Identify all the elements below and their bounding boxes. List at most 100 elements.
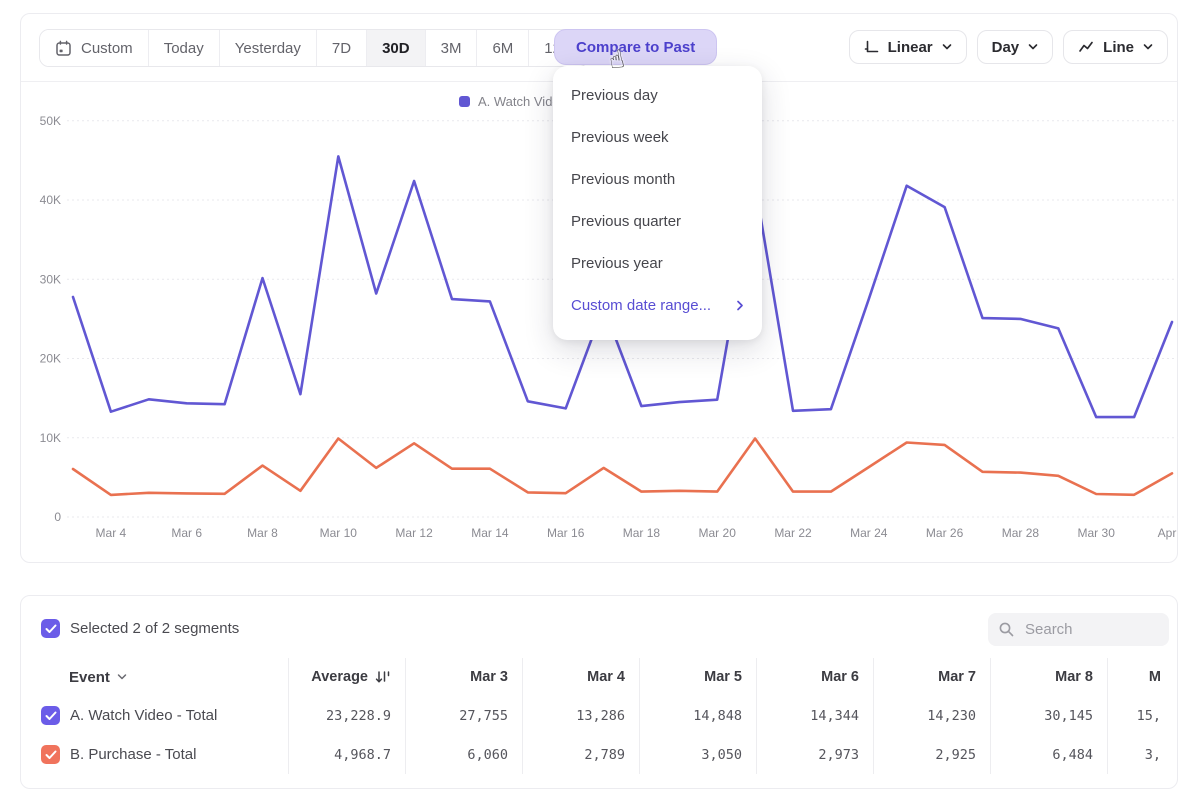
value-cell: 2,973 [757, 735, 874, 774]
column-header-date[interactable]: Mar 3 [406, 658, 523, 696]
menu-item-previous-quarter[interactable]: Previous quarter [571, 212, 682, 230]
chart-toolbar: CustomTodayYesterday7D30D3M6M12M Compare… [39, 29, 1168, 67]
interval-label: Day [991, 38, 1020, 56]
x-axis-tick-label: Mar 10 [320, 526, 358, 540]
value-cell: 2,925 [874, 735, 991, 774]
range-button-30d[interactable]: 30D [367, 30, 426, 66]
range-button-label: 30D [382, 39, 410, 57]
table-row: A. Watch Video - Total 23,228.9 27,755 13,2… [21, 696, 1177, 735]
range-button-label: 3M [440, 39, 462, 57]
y-axis-tick-label: 10K [40, 431, 61, 445]
chevron-down-icon [1143, 43, 1153, 51]
event-cell: A. Watch Video - Total [21, 696, 289, 735]
chart-type-select[interactable]: Line [1063, 30, 1168, 64]
selected-segments-row: Selected 2 of 2 segments [41, 619, 239, 638]
compare-to-past-menu: Previous day Previous week Previous month P… [553, 66, 762, 340]
series-line [71, 437, 1174, 497]
segment-checkbox[interactable] [41, 706, 60, 725]
range-button-3m[interactable]: 3M [425, 30, 478, 66]
date-range-group: CustomTodayYesterday7D30D3M6M12M [39, 29, 590, 67]
search-box[interactable] [988, 613, 1169, 646]
chart-display-controls: Linear Day Line [848, 30, 1168, 64]
x-axis-tick-label: Mar 20 [699, 526, 737, 540]
y-axis-tick-label: 20K [40, 352, 61, 366]
value-cell: 2,789 [523, 735, 640, 774]
segment-label: B. Purchase - Total [70, 746, 197, 763]
value-cell: 6,060 [406, 735, 523, 774]
value-cell: 14,230 [874, 696, 991, 735]
segment-label: A. Watch Video - Total [70, 707, 218, 724]
legend-swatch-watch-video [459, 96, 470, 107]
chevron-down-icon [117, 673, 127, 681]
value-cell: 27,755 [406, 696, 523, 735]
value-cell: 13,286 [523, 696, 640, 735]
x-axis-tick-label: Mar 22 [774, 526, 812, 540]
search-icon [998, 621, 1015, 638]
value-cell: 3,050 [640, 735, 757, 774]
sort-descending-icon [375, 670, 391, 684]
column-header-date[interactable]: M [1148, 669, 1161, 685]
column-header-date[interactable]: Mar 8 [991, 658, 1108, 696]
compare-to-past-label: Compare to Past [576, 38, 696, 56]
series-line [71, 155, 1174, 419]
column-header-date[interactable]: Mar 7 [874, 658, 991, 696]
y-axis-tick-label: 40K [40, 193, 61, 207]
select-all-checkbox[interactable] [41, 619, 60, 638]
value-cell: 15, [1136, 707, 1161, 724]
search-input[interactable] [1023, 620, 1157, 639]
menu-item-previous-day[interactable]: Previous day [571, 86, 658, 104]
range-button-label: Today [163, 39, 204, 57]
menu-item-previous-week[interactable]: Previous week [571, 128, 669, 146]
menu-item-previous-month[interactable]: Previous month [571, 170, 676, 188]
axis-scale-icon [864, 40, 879, 55]
compare-to-past-button[interactable]: Compare to Past [554, 29, 718, 65]
range-button-label: 6M [492, 39, 514, 57]
range-button-6m[interactable]: 6M [477, 30, 530, 66]
value-cell: 6,484 [991, 735, 1108, 774]
menu-item-previous-year[interactable]: Previous year [571, 254, 663, 272]
table-row: B. Purchase - Total 4,968.7 6,060 2,789 3,05… [21, 735, 1177, 774]
scale-label: Linear [887, 38, 933, 56]
range-button-7d[interactable]: 7D [316, 30, 368, 66]
segment-checkbox[interactable] [41, 745, 60, 764]
x-axis-tick-label: Mar 18 [623, 526, 661, 540]
x-axis-tick-label: Mar 14 [471, 526, 509, 540]
x-axis-tick-label: Mar 24 [850, 526, 888, 540]
value-cell: 3, [1144, 746, 1161, 763]
column-header-date[interactable]: Mar 5 [640, 658, 757, 696]
range-button-today[interactable]: Today [148, 30, 220, 66]
column-header-event[interactable]: Event [21, 658, 289, 696]
interval-select[interactable]: Day [976, 30, 1054, 64]
y-axis-tick-label: 0 [54, 510, 61, 524]
value-cell: 14,848 [640, 696, 757, 735]
timeseries-chart: 0 10K 20K 30K 40K 50K Mar 4 Mar 6 Mar 8 Mar 10 Mar… [40, 114, 1179, 540]
average-cell: 23,228.9 [289, 696, 406, 735]
value-cell: 14,344 [757, 696, 874, 735]
range-button-label: Yesterday [234, 39, 301, 57]
column-header-date[interactable]: Mar 6 [757, 658, 874, 696]
value-cell: 30,145 [991, 696, 1108, 735]
x-axis-tick-label: Mar 12 [395, 526, 433, 540]
range-button-custom[interactable]: Custom [40, 30, 149, 66]
x-axis-tick-label: Apr 1 [1158, 526, 1179, 540]
y-axis-tick-label: 30K [40, 272, 61, 286]
chart-legend: A. Watch Vide [459, 94, 560, 109]
range-button-yesterday[interactable]: Yesterday [219, 30, 317, 66]
chart-type-label: Line [1103, 38, 1134, 56]
x-axis-tick-label: Mar 26 [926, 526, 964, 540]
average-cell: 4,968.7 [289, 735, 406, 774]
chevron-right-icon [736, 300, 744, 311]
segments-card: Selected 2 of 2 segments EventAverageMar… [20, 595, 1178, 789]
table-header-row: Event Average Mar 3 Mar 4 Mar 5 Mar 6 Mar 7 Mar… [21, 658, 1177, 696]
range-button-label: 7D [331, 39, 352, 57]
calendar-icon [55, 40, 72, 57]
event-cell: B. Purchase - Total [21, 735, 289, 774]
x-axis-tick-label: Mar 6 [171, 526, 202, 540]
legend-label: A. Watch Vide [478, 94, 560, 109]
column-header-date[interactable]: Mar 4 [523, 658, 640, 696]
column-header-average[interactable]: Average [289, 658, 406, 696]
menu-item-custom-date-range[interactable]: Custom date range... [553, 284, 762, 326]
chevron-down-icon [942, 43, 952, 51]
scale-select[interactable]: Linear [848, 30, 967, 64]
y-axis-tick-label: 50K [40, 114, 61, 128]
